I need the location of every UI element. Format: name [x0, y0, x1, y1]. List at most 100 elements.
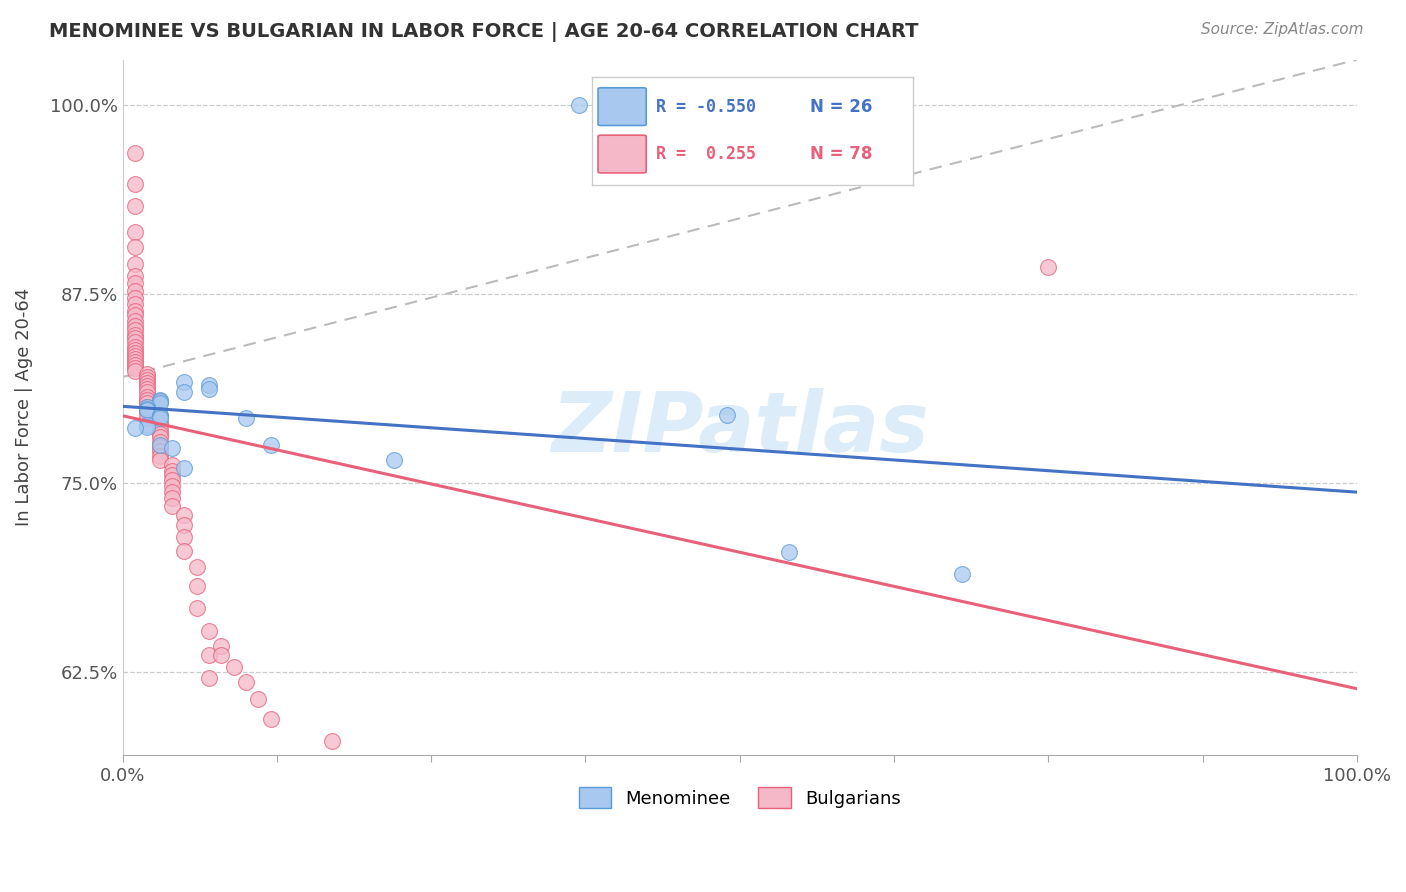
Bulgarians: [124, 297, 146, 311]
Menominee: [136, 418, 159, 433]
Bulgarians: [124, 351, 146, 366]
Bulgarians: [160, 473, 183, 487]
Bulgarians: [173, 508, 195, 522]
Bulgarians: [136, 395, 159, 409]
Menominee: [235, 410, 257, 425]
Bulgarians: [136, 385, 159, 400]
Bulgarians: [136, 379, 159, 393]
Menominee: [716, 408, 738, 422]
Bulgarians: [148, 430, 170, 444]
Bulgarians: [209, 648, 232, 662]
Bulgarians: [148, 440, 170, 454]
Bulgarians: [160, 464, 183, 478]
Bulgarians: [148, 444, 170, 458]
Bulgarians: [186, 601, 208, 615]
Menominee: [148, 408, 170, 422]
Bulgarians: [148, 449, 170, 463]
Bulgarians: [124, 340, 146, 354]
Text: Source: ZipAtlas.com: Source: ZipAtlas.com: [1201, 22, 1364, 37]
Bulgarians: [136, 367, 159, 381]
Bulgarians: [186, 560, 208, 574]
Bulgarians: [136, 390, 159, 404]
Bulgarians: [124, 335, 146, 350]
Bulgarians: [124, 277, 146, 291]
Bulgarians: [136, 382, 159, 396]
Menominee: [173, 460, 195, 475]
Bulgarians: [124, 268, 146, 283]
Bulgarians: [124, 327, 146, 342]
Bulgarians: [160, 484, 183, 499]
Bulgarians: [124, 284, 146, 298]
Bulgarians: [124, 314, 146, 328]
Bulgarians: [124, 346, 146, 360]
Legend: Menominee, Bulgarians: Menominee, Bulgarians: [572, 780, 908, 815]
Bulgarians: [198, 624, 221, 638]
Bulgarians: [160, 491, 183, 505]
Menominee: [382, 453, 405, 467]
Bulgarians: [124, 199, 146, 213]
Menominee: [136, 401, 159, 415]
Bulgarians: [124, 355, 146, 369]
Bulgarians: [198, 671, 221, 685]
Bulgarians: [136, 373, 159, 387]
Menominee: [136, 420, 159, 434]
Menominee: [568, 98, 591, 112]
Menominee: [950, 566, 973, 581]
Menominee: [136, 403, 159, 417]
Bulgarians: [198, 648, 221, 662]
Bulgarians: [148, 427, 170, 442]
Menominee: [136, 401, 159, 416]
Bulgarians: [222, 660, 245, 674]
Menominee: [260, 438, 283, 452]
Bulgarians: [136, 392, 159, 407]
Bulgarians: [124, 331, 146, 345]
Menominee: [198, 377, 221, 392]
Bulgarians: [160, 458, 183, 472]
Bulgarians: [136, 410, 159, 425]
Bulgarians: [124, 225, 146, 239]
Bulgarians: [124, 257, 146, 271]
Bulgarians: [209, 639, 232, 653]
Bulgarians: [148, 416, 170, 430]
Bulgarians: [124, 146, 146, 161]
Bulgarians: [160, 468, 183, 483]
Y-axis label: In Labor Force | Age 20-64: In Labor Force | Age 20-64: [15, 288, 32, 526]
Bulgarians: [124, 364, 146, 378]
Menominee: [148, 394, 170, 409]
Menominee: [148, 409, 170, 424]
Bulgarians: [124, 361, 146, 376]
Menominee: [778, 545, 800, 559]
Bulgarians: [148, 418, 170, 433]
Menominee: [148, 395, 170, 409]
Bulgarians: [136, 401, 159, 415]
Menominee: [148, 410, 170, 425]
Bulgarians: [124, 343, 146, 357]
Bulgarians: [136, 406, 159, 420]
Bulgarians: [124, 177, 146, 191]
Menominee: [198, 382, 221, 396]
Bulgarians: [124, 292, 146, 306]
Bulgarians: [260, 712, 283, 726]
Menominee: [160, 441, 183, 455]
Bulgarians: [160, 499, 183, 513]
Menominee: [148, 392, 170, 407]
Bulgarians: [124, 303, 146, 318]
Bulgarians: [124, 358, 146, 372]
Bulgarians: [173, 544, 195, 558]
Bulgarians: [148, 453, 170, 467]
Bulgarians: [148, 435, 170, 450]
Bulgarians: [136, 370, 159, 384]
Bulgarians: [136, 403, 159, 417]
Bulgarians: [124, 349, 146, 363]
Bulgarians: [124, 318, 146, 333]
Bulgarians: [1038, 260, 1060, 274]
Menominee: [124, 421, 146, 435]
Bulgarians: [173, 518, 195, 533]
Bulgarians: [124, 308, 146, 322]
Menominee: [148, 438, 170, 452]
Bulgarians: [247, 692, 270, 706]
Bulgarians: [124, 323, 146, 337]
Bulgarians: [235, 675, 257, 690]
Menominee: [173, 375, 195, 389]
Bulgarians: [173, 530, 195, 544]
